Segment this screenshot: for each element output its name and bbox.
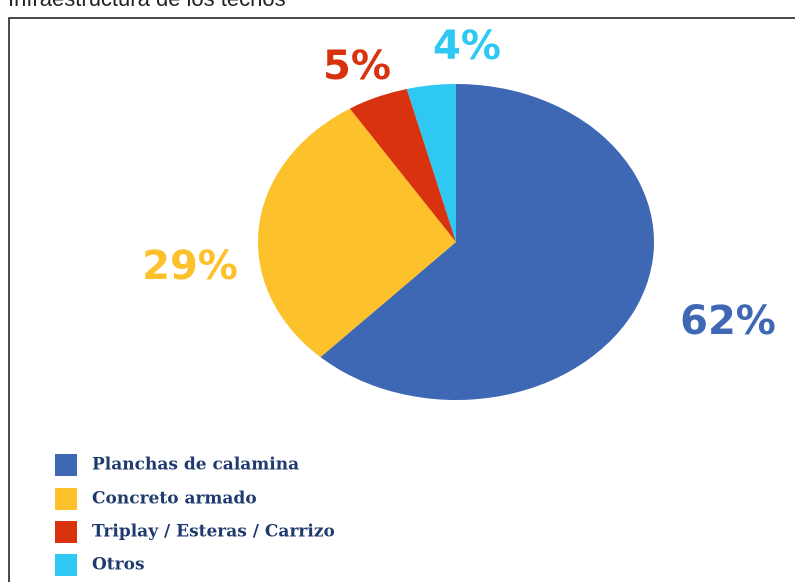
legend-label: Concreto armado bbox=[92, 489, 257, 509]
legend-label: Triplay / Esteras / Carrizo bbox=[92, 522, 335, 542]
value-label: 62% bbox=[680, 298, 776, 344]
pie-slice bbox=[258, 108, 456, 358]
legend-label: Planchas de calamina bbox=[92, 455, 299, 475]
legend-swatch bbox=[55, 554, 77, 576]
legend-swatch bbox=[55, 488, 77, 510]
value-label: 5% bbox=[323, 43, 391, 89]
legend-swatch bbox=[55, 454, 77, 476]
legend-label: Otros bbox=[92, 555, 145, 575]
pie-slice bbox=[406, 84, 456, 242]
pie-slice bbox=[320, 84, 654, 400]
legend-swatch bbox=[55, 521, 77, 543]
value-label: 29% bbox=[142, 243, 238, 289]
pie-slice bbox=[349, 88, 456, 242]
value-label: 4% bbox=[433, 23, 501, 69]
chart-title: Infraestructura de los techos bbox=[8, 0, 286, 11]
frame bbox=[8, 17, 795, 582]
